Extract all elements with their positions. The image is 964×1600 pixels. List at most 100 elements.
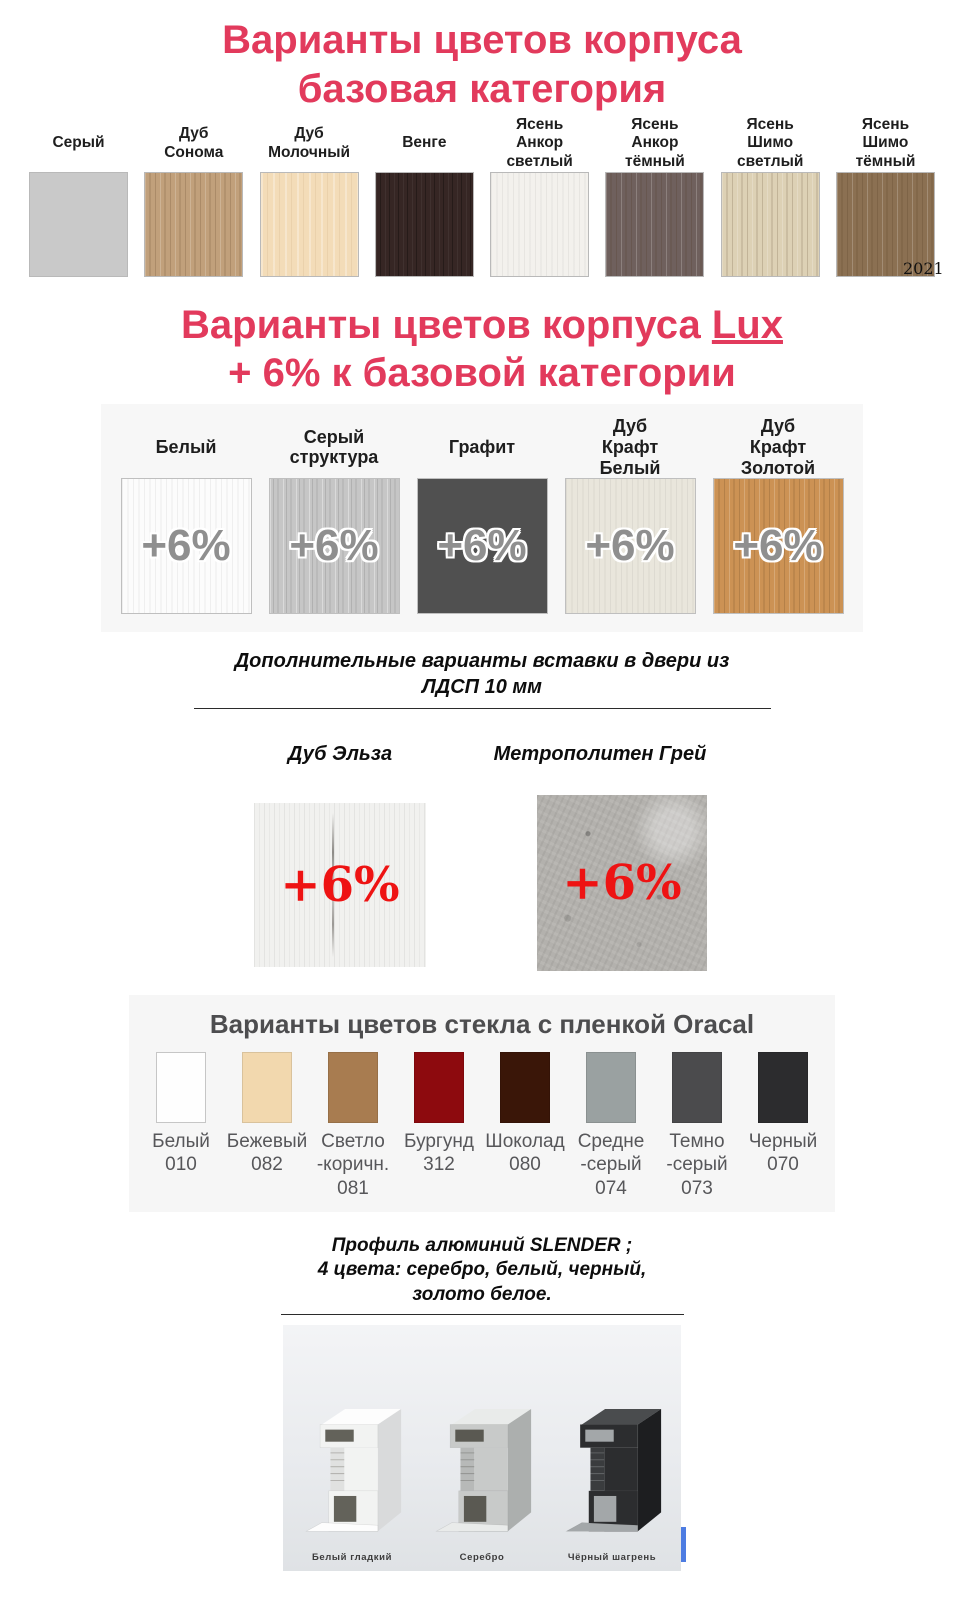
color-swatch-dub-kraft-bely: +6% bbox=[564, 478, 696, 615]
swatch-label-metropoliten-grey: Метрополитен Грей bbox=[493, 743, 707, 766]
swatch-label: Дуб Сонома bbox=[164, 125, 224, 161]
color-swatch-grey bbox=[29, 171, 128, 277]
swatch-label: Дуб Молочный bbox=[268, 125, 350, 161]
swatch-label: Серый bbox=[52, 134, 105, 152]
oracal-color-sredne-sery-074: Средне -серый 074 bbox=[568, 1052, 654, 1200]
profile-title-line2: 4 цвета: серебро, белый, черный, bbox=[317, 1259, 647, 1281]
profile-black: Чёрный шагрень bbox=[556, 1398, 668, 1571]
lux-color-grafit: Графит +6% bbox=[413, 416, 551, 615]
profile-title-line3: золото белое. bbox=[412, 1284, 552, 1306]
profile-silver: Серебро bbox=[426, 1398, 538, 1571]
color-swatch-074 bbox=[586, 1052, 636, 1124]
aluminum-profile-illustration bbox=[305, 1408, 402, 1532]
divider-line bbox=[193, 708, 771, 710]
oracal-colors-panel: Варианты цветов стекла с пленкой Oracal … bbox=[129, 995, 835, 1212]
lux-colors-panel: Белый +6% Серый структура +6% Графит +6%… bbox=[101, 404, 863, 633]
swatch-label: Ясень Шимо тёмный bbox=[855, 116, 916, 170]
surcharge-badge: +6% bbox=[562, 855, 682, 912]
swatch-label: Серый структура bbox=[289, 426, 379, 468]
surcharge-badge: +6% bbox=[280, 857, 400, 914]
color-swatch-070 bbox=[758, 1052, 808, 1124]
color-swatch-dub-kraft-zolotoy: +6% bbox=[712, 478, 844, 615]
surcharge-badge: +6% bbox=[141, 521, 231, 571]
lux-color-bely: Белый +6% bbox=[117, 416, 255, 615]
oracal-color-bezhevy-082: Бежевый 082 bbox=[224, 1052, 310, 1200]
swatch-label: Дуб Крафт Белый bbox=[599, 416, 661, 478]
lux-color-dub-kraft-zolotoy: Дуб Крафт Золотой +6% bbox=[709, 416, 847, 615]
color-swatch-081 bbox=[328, 1052, 378, 1124]
surcharge-badge: +6% bbox=[733, 521, 823, 571]
surcharge-badge: +6% bbox=[585, 521, 675, 571]
inserts-title: Дополнительные варианты вставки в двери … bbox=[0, 648, 964, 700]
color-swatch-yasen-ankor-temny bbox=[605, 171, 705, 277]
base-color-dub-molochny: Дуб Молочный bbox=[259, 116, 360, 277]
oracal-color-bely-010: Белый 010 bbox=[138, 1052, 224, 1200]
lux-title-line2: + 6% к базовой категории bbox=[228, 351, 736, 396]
lux-color-dub-kraft-bely: Дуб Крафт Белый +6% bbox=[561, 416, 699, 615]
oracal-colors-row: Белый 010 Бежевый 082 Светло -коричн. 08… bbox=[129, 1052, 835, 1200]
lux-word: Lux bbox=[711, 302, 783, 347]
base-color-yasen-shimo-svetly: Ясень Шимо светлый bbox=[720, 116, 821, 277]
swatch-label: Бежевый 082 bbox=[226, 1131, 308, 1176]
swatch-label: Графит bbox=[448, 436, 516, 457]
page-title-line1: Варианты цветов корпуса bbox=[222, 18, 742, 62]
surcharge-badge: +6% bbox=[289, 521, 379, 571]
page-title: Варианты цветов корпуса базовая категори… bbox=[0, 0, 964, 114]
oracal-color-svetlo-korichnevy-081: Светло -коричн. 081 bbox=[310, 1052, 396, 1200]
color-swatch-312 bbox=[414, 1052, 464, 1124]
aluminum-profile-illustration bbox=[565, 1408, 662, 1532]
lux-colors-row: Белый +6% Серый структура +6% Графит +6%… bbox=[101, 416, 863, 615]
color-swatch-073 bbox=[672, 1052, 722, 1124]
swatch-label: Венге bbox=[402, 134, 447, 152]
lux-title: Варианты цветов корпуса Lux + 6% к базов… bbox=[0, 301, 964, 399]
color-swatch-sery-struktura: +6% bbox=[268, 478, 400, 615]
swatch-label: Бургунд 312 bbox=[404, 1131, 474, 1176]
page-title-line2: базовая категория bbox=[297, 66, 667, 111]
cursor-artifact bbox=[681, 1527, 686, 1562]
base-color-grey: Серый bbox=[28, 116, 129, 277]
inserts-title-line2: ЛДСП 10 мм bbox=[422, 676, 542, 699]
swatch-label: Шоколад 080 bbox=[485, 1131, 565, 1176]
color-swatch-080 bbox=[500, 1052, 550, 1124]
inserts-swatches-area: Дуб Эльза Метрополитен Грей +6% +6% bbox=[0, 743, 964, 981]
profile-label: Чёрный шагрень bbox=[567, 1551, 657, 1563]
swatch-label: Ясень Анкор тёмный bbox=[625, 116, 685, 170]
base-color-yasen-ankor-svetly: Ясень Анкор светлый bbox=[489, 116, 590, 277]
color-swatch-grafit: +6% bbox=[416, 478, 548, 615]
swatch-label: Черный 070 bbox=[748, 1131, 818, 1176]
oracal-color-shokolad-080: Шоколад 080 bbox=[482, 1052, 568, 1200]
profile-photo: Белый гладкий Серебро bbox=[283, 1324, 681, 1571]
swatch-label: Средне -серый 074 bbox=[577, 1131, 645, 1199]
base-color-dub-sonoma: Дуб Сонома bbox=[143, 116, 244, 277]
profile-label: Белый гладкий bbox=[311, 1551, 393, 1563]
surcharge-badge: +6% bbox=[437, 521, 527, 571]
profile-white: Белый гладкий bbox=[296, 1398, 408, 1571]
swatch-label: Темно -серый 073 bbox=[666, 1131, 728, 1199]
color-swatch-bely: +6% bbox=[120, 478, 252, 615]
swatch-label: Ясень Шимо светлый bbox=[737, 116, 804, 170]
swatch-label: Белый bbox=[155, 436, 217, 457]
base-color-yasen-shimo-temny: Ясень Шимо тёмный bbox=[835, 116, 936, 277]
lux-title-prefix: Варианты цветов корпуса bbox=[181, 302, 712, 347]
oracal-title: Варианты цветов стекла с пленкой Oracal bbox=[209, 1009, 755, 1040]
base-colors-row: Серый Дуб Сонома Дуб Молочный Венге Ясен… bbox=[28, 116, 936, 277]
oracal-color-burgund-312: Бургунд 312 bbox=[396, 1052, 482, 1200]
profile-label: Серебро bbox=[459, 1551, 505, 1563]
divider-line bbox=[280, 1313, 684, 1315]
oracal-color-temno-sery-073: Темно -серый 073 bbox=[654, 1052, 740, 1200]
color-swatch-010 bbox=[156, 1052, 206, 1124]
profile-title: Профиль алюминий SLENDER ; 4 цвета: сере… bbox=[0, 1234, 964, 1308]
swatch-label-dub-elza: Дуб Эльза bbox=[287, 743, 393, 766]
oracal-color-cherny-070: Черный 070 bbox=[740, 1052, 826, 1200]
profile-title-line1: Профиль алюминий SLENDER ; bbox=[331, 1234, 633, 1256]
color-swatch-dub-elza: +6% bbox=[254, 803, 426, 968]
color-swatch-082 bbox=[242, 1052, 292, 1124]
color-swatch-dub-sonoma bbox=[144, 171, 244, 277]
aluminum-profile-illustration bbox=[435, 1408, 532, 1532]
color-swatch-yasen-shimo-svetly bbox=[720, 171, 820, 277]
color-swatch-metropoliten-grey: +6% bbox=[537, 795, 707, 972]
color-swatch-wenge bbox=[374, 171, 474, 277]
inserts-title-line1: Дополнительные варианты вставки в двери … bbox=[234, 650, 730, 673]
swatch-label: Дуб Крафт Золотой bbox=[740, 416, 816, 478]
